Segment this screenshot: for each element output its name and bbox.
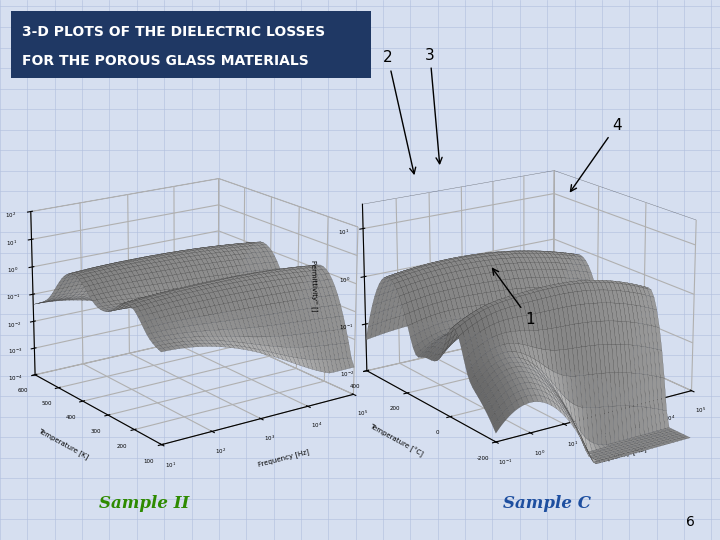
- Text: 3: 3: [425, 48, 442, 164]
- X-axis label: Frequency [Hz]: Frequency [Hz]: [258, 448, 310, 468]
- Text: 3-D PLOTS OF THE DIELECTRIC LOSSES: 3-D PLOTS OF THE DIELECTRIC LOSSES: [22, 25, 325, 39]
- Y-axis label: Temperature [K]: Temperature [K]: [37, 427, 89, 460]
- FancyBboxPatch shape: [11, 11, 371, 78]
- Text: Sample II: Sample II: [99, 495, 189, 511]
- Text: Sample C: Sample C: [503, 495, 591, 511]
- Text: 2: 2: [383, 51, 415, 174]
- X-axis label: Frequency [Hz]: Frequency [Hz]: [594, 445, 647, 465]
- Text: 4: 4: [570, 118, 622, 192]
- Text: 6: 6: [686, 516, 695, 530]
- Text: 1: 1: [492, 268, 535, 327]
- Text: FOR THE POROUS GLASS MATERIALS: FOR THE POROUS GLASS MATERIALS: [22, 55, 308, 69]
- Y-axis label: Temperature [°C]: Temperature [°C]: [368, 422, 424, 457]
